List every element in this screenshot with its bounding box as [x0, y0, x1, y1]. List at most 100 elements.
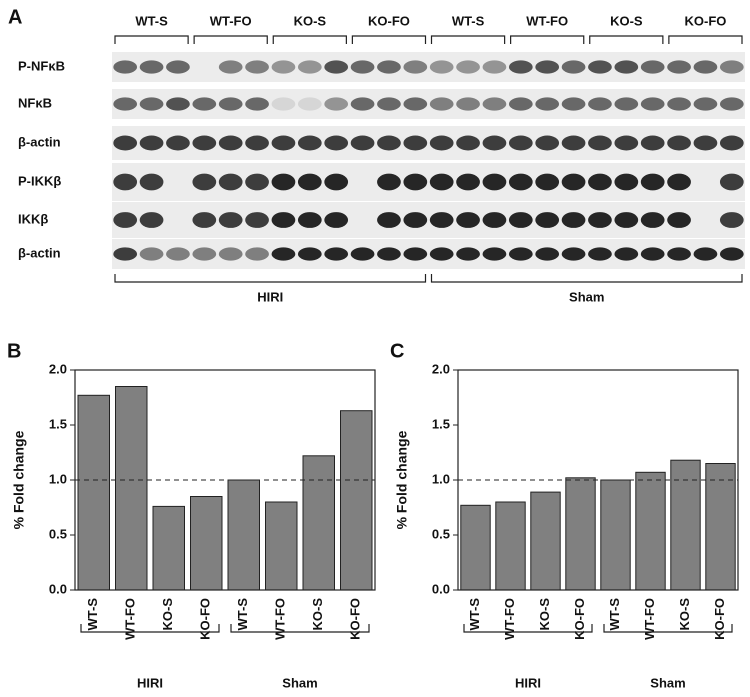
lane-group-label: KO-FO — [684, 13, 726, 28]
band — [297, 212, 322, 228]
blot-strip — [112, 52, 745, 82]
band — [667, 173, 691, 191]
band — [324, 135, 349, 151]
band — [192, 247, 217, 261]
band — [482, 212, 507, 228]
bar — [302, 455, 335, 591]
bracket — [272, 35, 347, 44]
band — [588, 212, 612, 228]
y-tick-label: 1.0 — [49, 471, 67, 486]
bracket — [114, 274, 427, 283]
band — [693, 60, 718, 74]
band — [324, 247, 349, 261]
band — [297, 135, 322, 151]
band — [377, 173, 401, 191]
band — [271, 212, 296, 228]
band — [192, 97, 217, 111]
panel-label: C — [390, 340, 404, 362]
band — [271, 97, 296, 111]
bracket — [589, 35, 664, 44]
band — [113, 60, 138, 74]
band — [588, 135, 612, 151]
y-axis-label: % Fold change — [11, 430, 27, 529]
band — [324, 97, 349, 111]
group-label: HIRI — [515, 675, 541, 690]
x-tick-label: WT-FO — [502, 598, 517, 640]
x-tick-label: KO-S — [677, 598, 692, 631]
band — [667, 135, 691, 151]
bracket — [80, 624, 220, 633]
band — [693, 97, 718, 111]
y-tick-label: 0.5 — [432, 526, 450, 541]
band — [667, 97, 691, 111]
band — [113, 212, 138, 228]
bracket — [114, 35, 189, 44]
y-tick-label: 2.0 — [49, 361, 67, 376]
bracket — [351, 35, 427, 44]
band — [218, 97, 243, 111]
bar — [265, 501, 298, 591]
x-tick-label: WT-S — [235, 598, 250, 631]
band — [403, 247, 428, 261]
band — [508, 60, 533, 74]
x-tick-label: KO-FO — [198, 598, 213, 640]
bar — [600, 479, 631, 591]
bracket — [510, 35, 585, 44]
band — [640, 135, 665, 151]
bar — [115, 386, 148, 591]
band — [218, 212, 243, 228]
band — [113, 247, 138, 261]
band — [482, 97, 507, 111]
band — [614, 60, 639, 74]
row-label: IKKβ — [18, 211, 48, 226]
y-tick-label: 0.0 — [49, 581, 67, 596]
band — [192, 212, 217, 228]
bar — [190, 496, 223, 591]
band — [166, 135, 190, 151]
row-label: β-actin — [18, 134, 61, 149]
band — [667, 247, 691, 261]
blot-strip — [112, 163, 745, 201]
band — [297, 173, 322, 191]
band — [377, 247, 401, 261]
band — [297, 97, 322, 111]
condition-label: Sham — [569, 289, 604, 304]
lane-group-label: WT-S — [135, 13, 168, 28]
band — [640, 60, 665, 74]
band — [667, 60, 691, 74]
band — [456, 247, 480, 261]
bar — [152, 505, 185, 591]
y-tick-label: 1.5 — [49, 416, 67, 431]
bracket — [230, 624, 370, 633]
bar — [705, 463, 736, 591]
band — [166, 60, 190, 74]
band — [245, 97, 269, 111]
band — [297, 60, 322, 74]
band — [719, 60, 744, 74]
plot-frame — [457, 369, 739, 591]
band — [456, 173, 480, 191]
band — [535, 97, 560, 111]
bar — [565, 477, 596, 591]
bar — [460, 504, 491, 591]
band — [139, 212, 164, 228]
plot-frame — [74, 369, 376, 591]
band — [535, 135, 560, 151]
band — [640, 247, 665, 261]
band — [429, 97, 454, 111]
band — [561, 60, 586, 74]
band — [218, 247, 243, 261]
band — [535, 247, 560, 261]
x-tick-label: WT-FO — [123, 598, 138, 640]
band — [166, 247, 190, 261]
bar — [495, 501, 526, 591]
x-tick-label: KO-S — [160, 598, 175, 631]
band — [139, 173, 164, 191]
band — [561, 97, 586, 111]
band — [113, 173, 138, 191]
band — [588, 97, 612, 111]
y-tick-label: 1.0 — [432, 471, 450, 486]
band — [535, 173, 560, 191]
band — [614, 135, 639, 151]
